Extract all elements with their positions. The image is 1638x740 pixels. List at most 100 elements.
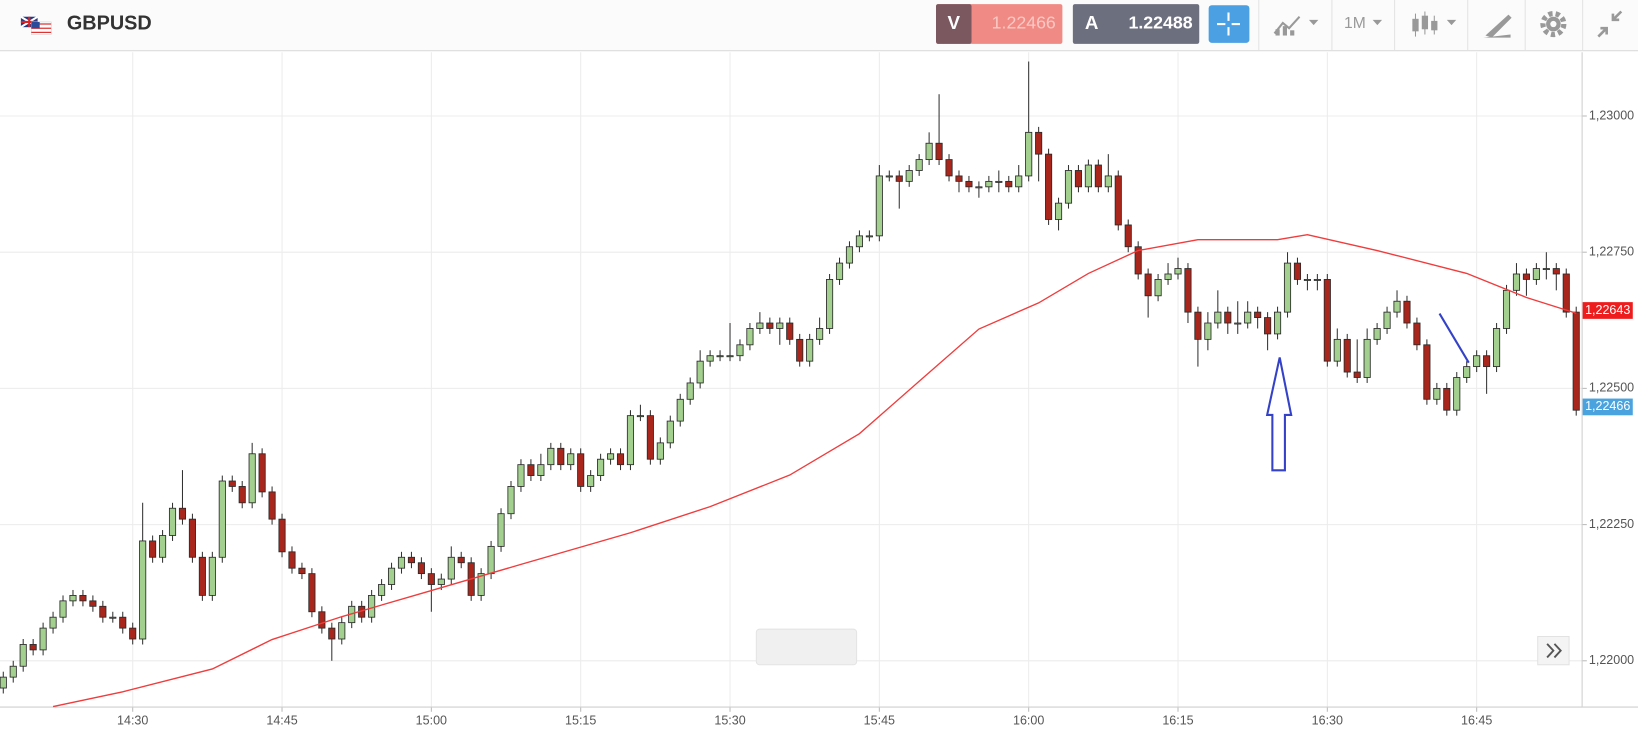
candle-body <box>1154 279 1162 297</box>
candle-body <box>945 159 953 177</box>
candle-body <box>1542 268 1550 271</box>
x-tick-label: 16:45 <box>1461 713 1492 727</box>
candle-body <box>1532 268 1540 280</box>
annotation-line <box>1438 313 1470 364</box>
candle-body <box>288 551 296 569</box>
candle-body <box>835 262 844 280</box>
y-tick-label: 1,22250 <box>1589 517 1634 531</box>
candle-body <box>1074 170 1083 188</box>
candle-body <box>1562 273 1570 313</box>
candle-body <box>338 622 346 640</box>
candle-body <box>706 355 714 362</box>
candle-body <box>1293 262 1302 280</box>
candle-body <box>985 180 993 188</box>
candle-body <box>925 142 933 161</box>
y-tick-label: 1,22750 <box>1589 245 1634 259</box>
candle-body <box>1283 262 1292 313</box>
candle-body <box>1114 175 1122 226</box>
candle-body <box>1045 153 1053 220</box>
candle-body <box>368 594 376 618</box>
candle-body <box>1443 387 1451 411</box>
candle-body <box>995 180 1003 183</box>
x-tick-label: 14:45 <box>266 713 297 727</box>
candle-body <box>816 328 824 340</box>
candle-body <box>766 322 774 329</box>
crosshair-button[interactable] <box>1208 5 1250 43</box>
y-tick-label: 1,22500 <box>1589 381 1634 395</box>
x-tick-label: 14:30 <box>117 713 148 727</box>
candle-body <box>1164 273 1172 280</box>
candle-body <box>447 556 455 580</box>
x-tick-label: 16:00 <box>1013 713 1044 727</box>
candle-body <box>935 142 943 161</box>
candle-body <box>557 447 565 466</box>
candle-body <box>19 644 27 667</box>
candle-body <box>457 556 465 564</box>
plot-area: 14:30 14:45 15:00 15:15 15:30 15:45 16:00 16:15… <box>0 52 1638 728</box>
candle-body <box>517 464 525 487</box>
candle-body <box>1124 224 1132 248</box>
x-tick-label: 16:30 <box>1312 713 1343 727</box>
candle-body <box>716 355 724 358</box>
candle-body <box>597 458 605 476</box>
candle-body <box>676 398 684 422</box>
candle-body <box>69 594 77 602</box>
candle-body <box>1313 279 1321 281</box>
candle-body <box>407 556 416 564</box>
candle-body <box>955 175 963 182</box>
candle-body <box>1144 273 1152 297</box>
candle-body <box>527 464 535 476</box>
candle-body <box>139 540 147 640</box>
timeframe-button[interactable]: 1M <box>1344 15 1383 32</box>
candle-body <box>1264 317 1272 335</box>
candle-body <box>298 567 306 575</box>
candle-body <box>975 186 983 189</box>
buy-button[interactable]: A 1.22488 <box>1072 4 1200 44</box>
x-tick-label: 16:15 <box>1162 713 1193 727</box>
toolbar <box>0 0 1638 51</box>
candle-body <box>537 464 545 476</box>
toolbar-separators <box>1258 0 1584 51</box>
candle-body <box>1274 311 1282 335</box>
candle-body <box>547 447 555 466</box>
candle-body <box>845 246 854 264</box>
indicators-button[interactable] <box>1273 16 1319 36</box>
candle-body <box>1084 164 1092 188</box>
candle-body <box>865 235 873 238</box>
settings-button[interactable] <box>1540 10 1567 38</box>
sell-button[interactable]: V 1.22466 <box>936 4 1063 44</box>
x-tick-label: 15:00 <box>416 713 447 727</box>
candle-body <box>646 415 654 460</box>
candle-body <box>258 453 266 493</box>
candle-body <box>228 480 236 487</box>
candle-body <box>109 616 117 619</box>
chart-type-button[interactable] <box>1412 11 1457 37</box>
candle-body <box>855 235 863 248</box>
candle-body <box>587 475 595 487</box>
candle-body <box>248 453 256 504</box>
sell-label: V <box>947 12 960 33</box>
collapse-button[interactable] <box>1597 10 1623 38</box>
scroll-right-button[interactable] <box>1537 636 1570 666</box>
candle-body <box>378 584 386 596</box>
candle-body <box>1064 170 1073 204</box>
symbol: GBPUSD <box>67 12 152 34</box>
scroll-handle[interactable] <box>755 628 858 666</box>
candle-body <box>895 175 903 182</box>
candle-body <box>826 279 834 329</box>
candle-body <box>149 540 157 558</box>
candle-body <box>477 573 485 596</box>
candle-body <box>656 442 664 460</box>
candle-body <box>905 170 913 182</box>
candle-body <box>1244 311 1252 324</box>
candle-body <box>1403 300 1411 324</box>
candle-body <box>9 665 17 678</box>
candle-body <box>806 338 814 362</box>
candle-body <box>318 611 326 629</box>
candle-body <box>1433 387 1441 400</box>
candle-body <box>188 518 196 558</box>
candle-body <box>437 578 445 585</box>
candle-body <box>1204 322 1212 340</box>
price-tag-label: 1,22466 <box>1585 399 1630 413</box>
candle-body <box>1104 175 1112 188</box>
